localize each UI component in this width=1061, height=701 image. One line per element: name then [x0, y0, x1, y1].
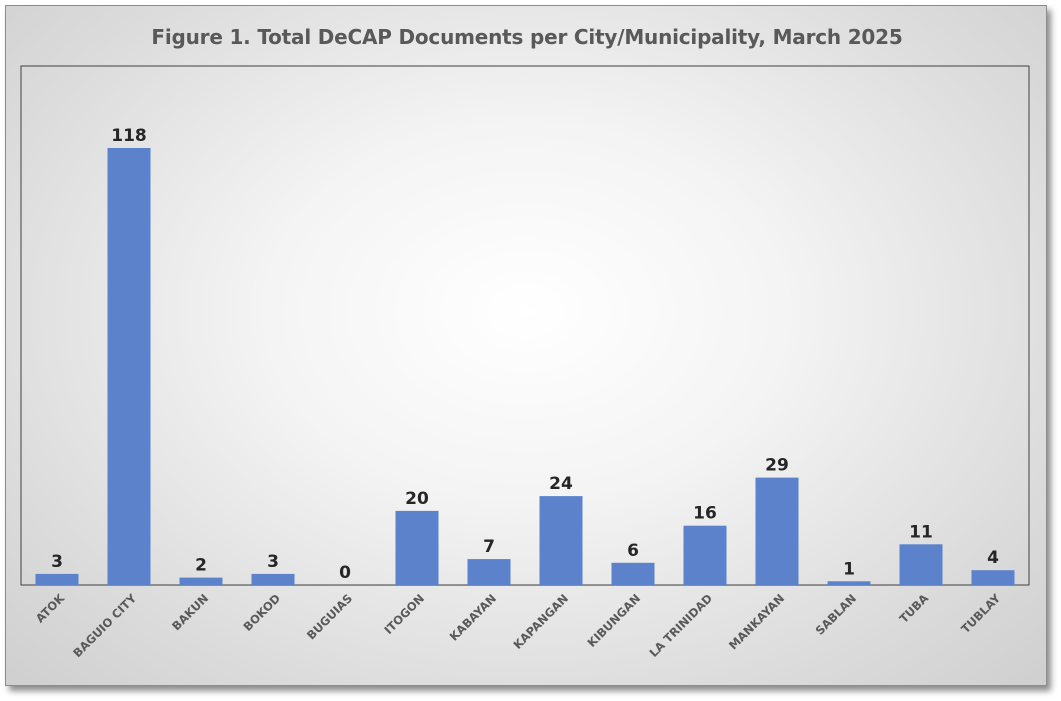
bar-atok — [35, 573, 79, 585]
category-label-buguias: BUGUIAS — [304, 591, 355, 642]
data-label-la-trinidad: 16 — [693, 504, 717, 524]
bars-group — [35, 148, 1015, 585]
category-label-baguio-city: BAGUIO CITY — [70, 591, 139, 660]
category-label-bokod: BOKOD — [241, 591, 284, 634]
data-label-kapangan: 24 — [549, 474, 573, 494]
bar-bakun — [179, 577, 223, 585]
category-label-tuba: TUBA — [897, 591, 932, 626]
category-label-mankayan: MANKAYAN — [726, 591, 787, 652]
bar-bokod — [251, 573, 295, 585]
data-label-kabayan: 7 — [483, 537, 495, 557]
bar-itogon — [395, 510, 439, 585]
data-label-tuba: 11 — [909, 522, 933, 542]
data-label-atok: 3 — [51, 552, 63, 572]
bar-sablan — [827, 581, 871, 585]
category-label-kabayan: KABAYAN — [447, 591, 499, 643]
bar-kapangan — [539, 496, 583, 585]
bar-tublay — [971, 570, 1015, 585]
data-label-sablan: 1 — [843, 559, 855, 579]
data-label-mankayan: 29 — [765, 456, 789, 476]
data-label-tublay: 4 — [987, 548, 999, 568]
bar-baguio-city — [107, 148, 151, 585]
bar-kabayan — [467, 559, 511, 585]
category-labels-group: ATOK BAGUIO CITY BAKUN BOKOD BUGUIAS ITOGON KA… — [33, 590, 1004, 660]
bar-mankayan — [755, 477, 799, 585]
chart-frame: Figure 1. Total DeCAP Documents per City… — [5, 5, 1047, 686]
chart-title: Figure 1. Total DeCAP Documents per City… — [151, 25, 903, 49]
category-label-sablan: SABLAN — [813, 591, 860, 638]
bar-la-trinidad — [683, 525, 727, 585]
data-label-baguio-city: 118 — [111, 126, 147, 146]
category-label-itogon: ITOGON — [381, 591, 427, 637]
category-label-bakun: BAKUN — [169, 591, 211, 633]
category-label-kapangan: KAPANGAN — [511, 591, 572, 652]
category-label-atok: ATOK — [33, 590, 68, 625]
bar-kibungan — [611, 562, 655, 585]
category-label-tublay: TUBLAY — [958, 591, 1003, 636]
data-label-itogon: 20 — [405, 489, 429, 509]
data-label-buguias: 0 — [339, 563, 351, 583]
category-label-la-trinidad: LA TRINIDAD — [646, 591, 715, 660]
data-label-bokod: 3 — [267, 552, 279, 572]
data-label-bakun: 2 — [195, 556, 207, 576]
plot-area-border — [20, 65, 1030, 586]
category-label-kibungan: KIBUNGAN — [585, 591, 644, 650]
data-label-kibungan: 6 — [627, 541, 639, 561]
bar-tuba — [899, 544, 943, 585]
